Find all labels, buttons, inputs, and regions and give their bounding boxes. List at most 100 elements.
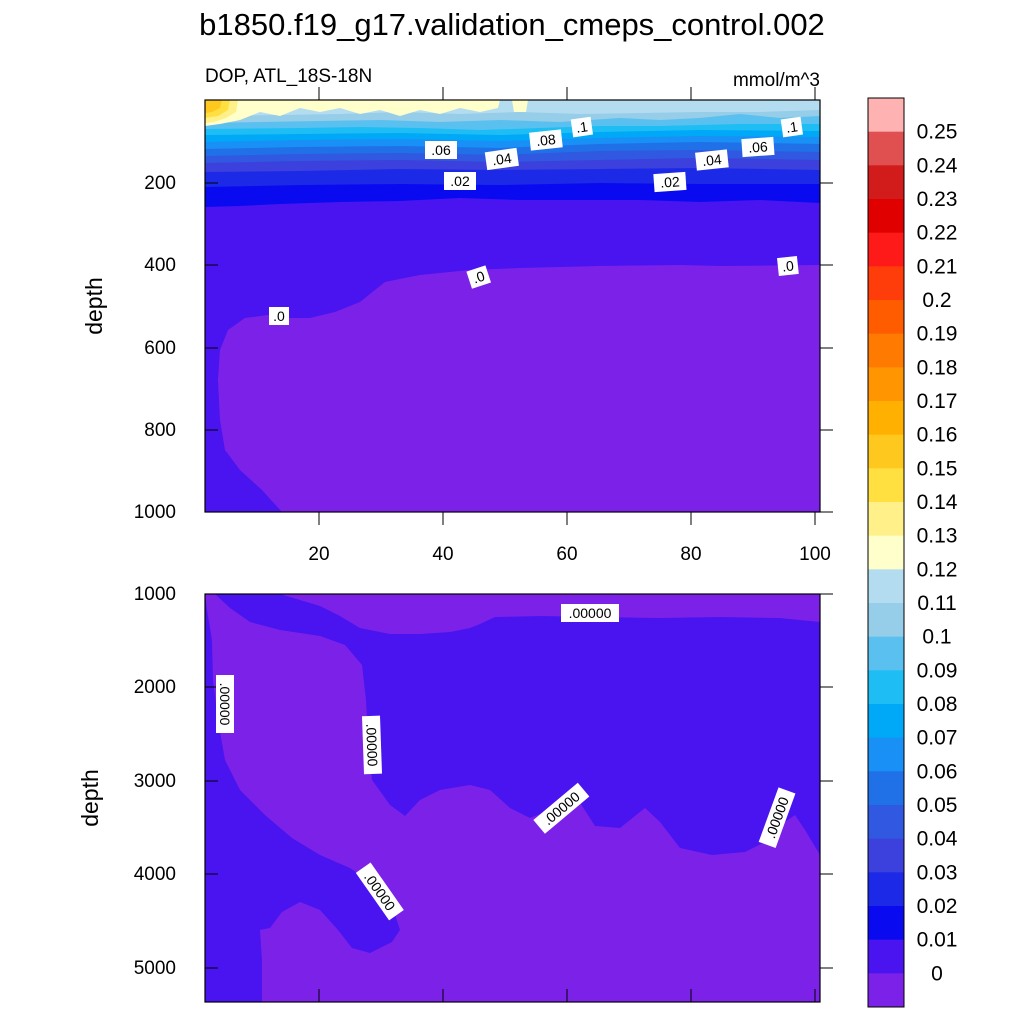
colorbar-tick-label: 0.14: [917, 491, 958, 514]
colorbar-swatch: [868, 232, 904, 267]
lower-panel: 1000 2000 3000 4000 5000 depth .00000 .0…: [77, 584, 833, 1003]
upper-panel: DOP, ATL_18S-18N mmol/m^3: [81, 66, 833, 565]
colorbar-tick-label: 0.25: [917, 121, 958, 144]
colorbar-tick-label: 0.21: [917, 255, 958, 278]
colorbar-swatch: [868, 468, 904, 503]
colorbar-tick-label: 0.19: [917, 323, 958, 346]
svg-text:.1: .1: [575, 118, 589, 135]
lower-contour-fills: [205, 594, 820, 1002]
colorbar-tick-label: 0.01: [917, 929, 958, 952]
contour-label: .1: [780, 116, 804, 138]
colorbar-swatch: [868, 502, 904, 537]
contour-label: .02: [653, 171, 687, 193]
svg-text:.00000: .00000: [217, 683, 233, 726]
lower-contour-labels: .00000 .00000 .00000 .00000 .00000 .0000…: [216, 604, 796, 921]
lower-ylabel: depth: [77, 769, 103, 827]
colorbar-swatch: [868, 906, 904, 941]
lower-x-ticks: [318, 989, 816, 1002]
colorbar-swatch: [868, 401, 904, 436]
upper-ytick-label: 200: [144, 173, 176, 194]
upper-xtick-label: 100: [799, 544, 831, 565]
upper-fill-0-0.01: [205, 100, 820, 512]
colorbar-swatch: [868, 704, 904, 739]
svg-text:.0: .0: [471, 268, 487, 287]
contour-label: .1: [570, 116, 594, 138]
upper-y-axis: 200 400 600 800 1000 depth: [81, 173, 833, 523]
lower-ytick-label: 1000: [134, 584, 176, 605]
colorbar-tick-label: 0.08: [917, 693, 958, 716]
contour-label: .00000: [361, 715, 383, 775]
colorbar-swatch: [868, 973, 904, 1008]
svg-text:.0: .0: [273, 308, 285, 324]
colorbar-swatch: [868, 771, 904, 806]
colorbar-swatch: [868, 670, 904, 705]
upper-ytick-label: 800: [144, 420, 176, 441]
svg-text:.02: .02: [660, 173, 681, 190]
colorbar-swatch: [868, 199, 904, 234]
upper-contour-labels: .1 .08 .06 .04 .02 .0 .1 .06 .04 .02 .0 …: [269, 116, 804, 325]
colorbar-swatch: [868, 737, 904, 772]
lower-fill-zero-top: [280, 594, 820, 634]
colorbar-swatch: [868, 603, 904, 638]
colorbar-tick-label: 0.23: [917, 188, 958, 211]
colorbar-swatch: [868, 367, 904, 402]
upper-ytick-label: 1000: [134, 502, 176, 523]
colorbar-tick-label: 0.1: [922, 626, 951, 649]
colorbar-tick-label: 0.04: [917, 828, 958, 851]
contour-label: .00000: [561, 604, 619, 622]
colorbar-tick-label: 0.18: [917, 356, 958, 379]
colorbar-swatch: [868, 165, 904, 200]
colorbar-tick-label: 0.17: [917, 390, 958, 413]
upper-plot-frame: [204, 99, 821, 513]
colorbar-swatch: [868, 939, 904, 974]
contour-label: .04: [484, 147, 519, 171]
colorbar-tick-label: 0.07: [917, 727, 958, 750]
colorbar-swatch: [868, 131, 904, 166]
contour-label: .02: [444, 172, 476, 190]
colorbar-tick-label: 0.12: [917, 558, 958, 581]
svg-text:.08: .08: [535, 131, 556, 149]
lower-ytick-label: 2000: [134, 677, 176, 698]
contour-label: .06: [425, 141, 457, 159]
contour-label: .00000: [216, 675, 234, 733]
upper-panel-units-label: mmol/m^3: [733, 70, 820, 91]
figure-title: b1850.f19_g17.validation_cmeps_control.0…: [199, 7, 825, 42]
svg-text:.0: .0: [781, 257, 794, 274]
svg-text:.04: .04: [701, 151, 722, 169]
colorbar-tick-label: 0: [931, 962, 943, 985]
colorbar-tick-label: 0.09: [917, 659, 958, 682]
colorbar-tick-label: 0.22: [917, 222, 958, 245]
upper-xtick-label: 40: [432, 544, 453, 565]
colorbar-tick-label: 0.06: [917, 760, 958, 783]
upper-fill-0.15-0.16: [205, 100, 222, 113]
lower-ytick-label: 3000: [134, 771, 176, 792]
colorbar-swatch: [868, 266, 904, 301]
contour-label: .0: [777, 256, 799, 277]
colorbar-tick-label: 0.11: [917, 592, 956, 615]
svg-text:.06: .06: [748, 138, 769, 155]
contour-label: .0: [466, 265, 491, 289]
upper-ytick-label: 600: [144, 338, 176, 359]
colorbar-tick-label: 0.2: [922, 289, 951, 312]
colorbar-swatch: [868, 636, 904, 671]
lower-plot-frame: [204, 593, 821, 1003]
colorbar: 0.25 0.24 0.23 0.22 0.21 0.2 0.19 0.18 0.17 0.16 0…: [867, 97, 958, 1008]
colorbar-swatch: [868, 535, 904, 570]
svg-text:.00000: .00000: [363, 723, 380, 767]
svg-text:.00000: .00000: [569, 605, 612, 621]
svg-text:.1: .1: [785, 118, 799, 135]
lower-fill-zero-main: [205, 594, 820, 1002]
colorbar-swatch: [868, 434, 904, 469]
upper-ytick-label: 400: [144, 255, 176, 276]
lower-ytick-label: 5000: [134, 958, 176, 979]
contour-label: .08: [529, 129, 563, 151]
svg-text:.02: .02: [450, 173, 470, 189]
upper-xtick-label: 80: [680, 544, 701, 565]
colorbar-swatch: [868, 333, 904, 368]
colorbar-tick-label: 0.24: [917, 154, 958, 177]
colorbar-swatch: [868, 838, 904, 873]
upper-panel-variable-label: DOP, ATL_18S-18N: [205, 66, 372, 87]
lower-ytick-label: 4000: [134, 864, 176, 885]
contour-label: .06: [741, 136, 775, 158]
